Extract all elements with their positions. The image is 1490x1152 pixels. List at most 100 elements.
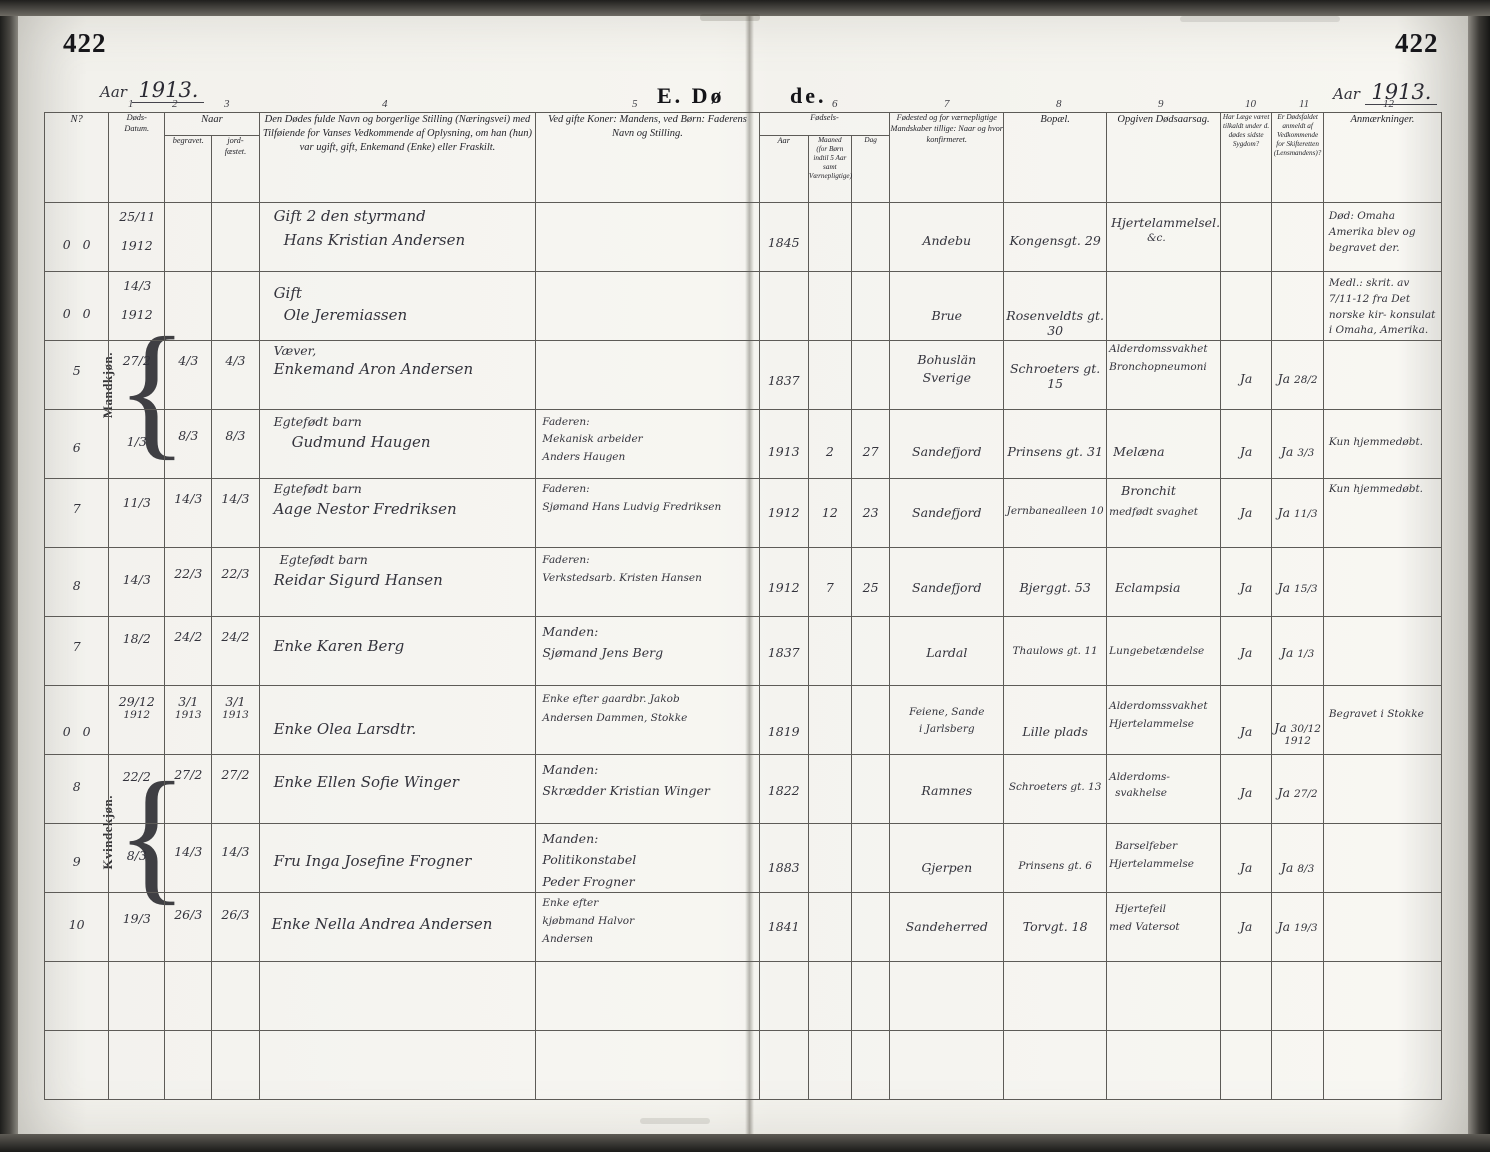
cell-reported: Ja 19/3: [1271, 892, 1324, 962]
cell-reported: Ja 11/3: [1271, 478, 1324, 548]
cell-residence: Rosenveldts gt. 30: [1003, 271, 1108, 341]
cell-birthplace: Sandeherred: [889, 892, 1005, 962]
cell-death-date: 25/11 1912: [108, 202, 166, 272]
table-row[interactable]: 0 0 25/11 1912 Gift 2 den styrmand Hans …: [43, 202, 1443, 272]
table-row[interactable]: 9 8/3 14/3 14/3 Fru Inga Josefine Frogne…: [43, 823, 1443, 893]
cell-consecrated: 4/3: [211, 340, 260, 410]
cell-spouse-father: [535, 340, 760, 410]
column-number-9: 9: [1158, 98, 1164, 110]
cell-buried: 14/3: [164, 823, 213, 893]
cell-buried: [164, 202, 213, 272]
cell-birth-month: [807, 616, 852, 686]
cell-residence: Torvgt. 18: [1003, 892, 1108, 962]
column-number-2: 2: [172, 98, 178, 110]
cell-consecrated: 26/3: [211, 892, 260, 962]
column-number-6: 6: [832, 98, 838, 110]
table-row[interactable]: 5 27/2 4/3 4/3 Væver, Enkemand Aron Ande…: [43, 340, 1443, 410]
cell-reported: [1271, 271, 1324, 341]
cell-birth-day: [850, 1030, 891, 1100]
cell-doctor: Ja: [1219, 547, 1273, 617]
column-number-1: 1: [128, 98, 134, 110]
cell-name: Enke Karen Berg: [258, 616, 537, 686]
cell-birthplace: Andebu: [889, 202, 1005, 272]
table-row[interactable]: 0 0 14/3 1912 Gift Ole Jeremiassen Brue …: [43, 271, 1443, 341]
cell-birth-year: 1913: [758, 409, 809, 479]
cell-residence: Kongensgt. 29: [1003, 202, 1108, 272]
cell-reported: [1271, 1030, 1324, 1100]
header-buried: begravet.: [164, 135, 213, 203]
cell-no: 0 0: [43, 271, 110, 341]
cell-birth-year: 1819: [758, 685, 809, 755]
cell-birthplace: Bohuslän Sverige: [889, 340, 1005, 410]
cell-cause: Eclampsia: [1106, 547, 1221, 617]
cell-doctor: [1219, 202, 1273, 272]
cell-buried: 27/2: [164, 754, 213, 824]
cell-birthplace: Sandefjord: [889, 409, 1005, 479]
cell-name: Gift Ole Jeremiassen: [258, 271, 537, 341]
cell-birth-month: [807, 1030, 852, 1100]
cell-no: 5: [43, 340, 110, 410]
cell-cause: Bronchit medfødt svaghet: [1106, 478, 1221, 548]
cell-death-date: 11/3: [108, 478, 166, 548]
cell-buried: [164, 1030, 213, 1100]
cell-birth-day: [850, 202, 891, 272]
scan-artifact: [640, 1118, 710, 1124]
cell-consecrated: 22/3: [211, 547, 260, 617]
column-number-10: 10: [1245, 98, 1256, 110]
cell-no: [43, 1030, 110, 1100]
table-row-blank[interactable]: [43, 961, 1443, 1031]
table-row[interactable]: 0 0 29/12 1912 3/1 1913 3/1 1913 Enke Ol…: [43, 685, 1443, 755]
cell-residence: Lille plads: [1003, 685, 1108, 755]
table-row[interactable]: 10 19/3 26/3 26/3 Enke Nella Andrea Ande…: [43, 892, 1443, 962]
year-value-right: 1913.: [1365, 80, 1438, 105]
cell-remarks: Medl.: skrit. av 7/11-12 fra Det norske …: [1322, 271, 1443, 341]
register-title-left: E. Dø: [657, 83, 725, 108]
cell-name: Enke Ellen Sofie Winger: [258, 754, 537, 824]
cell-death-date: 14/3 1912: [108, 271, 166, 341]
cell-reported: Ja 3/3: [1271, 409, 1324, 479]
cell-no: 8: [43, 547, 110, 617]
cell-spouse-father: [535, 961, 760, 1031]
cell-birth-day: [850, 685, 891, 755]
cell-birth-month: 12: [807, 478, 852, 548]
cell-consecrated: [211, 1030, 260, 1100]
cell-remarks: [1322, 754, 1443, 824]
scan-edge-right: [1468, 0, 1490, 1152]
table-row[interactable]: 8 14/3 22/3 22/3 Egtefødt barn Reidar Si…: [43, 547, 1443, 617]
cell-reported: [1271, 961, 1324, 1031]
table-row[interactable]: 7 18/2 24/2 24/2 Enke Karen Berg Manden:…: [43, 616, 1443, 686]
table-subheader-row: begravet. jord- fæstet. Aar Maaned (for B…: [45, 135, 1442, 203]
cell-birth-year: [758, 1030, 809, 1100]
cell-birth-year: 1837: [758, 616, 809, 686]
death-register-table: N? Døds- Datum. Naar Den Dødes fulde Nav…: [43, 112, 1443, 1100]
table-row[interactable]: 8 22/2 27/2 27/2 Enke Ellen Sofie Winger…: [43, 754, 1443, 824]
cell-birthplace: Gjerpen: [889, 823, 1005, 893]
table-row[interactable]: 7 11/3 14/3 14/3 Egtefødt barn Aage Nest…: [43, 478, 1443, 548]
cell-spouse-father: [535, 271, 760, 341]
header-birth-year: Aar: [758, 135, 809, 203]
cell-doctor: [1219, 961, 1273, 1031]
column-number-11: 11: [1299, 98, 1310, 110]
cell-remarks: [1322, 616, 1443, 686]
cell-remarks: [1322, 823, 1443, 893]
cell-no: 7: [43, 478, 110, 548]
table-row-blank[interactable]: [43, 1030, 1443, 1100]
cell-name: [258, 961, 537, 1031]
header-naar: Naar: [164, 112, 260, 136]
cell-residence: [1003, 1030, 1108, 1100]
cell-no: 7: [43, 616, 110, 686]
cell-cause: Lungebetændelse: [1106, 616, 1221, 686]
scan-edge-bottom: [0, 1134, 1490, 1152]
cell-consecrated: 27/2: [211, 754, 260, 824]
cell-name: Egtefødt barn Aage Nestor Fredriksen: [258, 478, 537, 548]
cell-buried: 3/1 1913: [164, 685, 213, 755]
cell-doctor: Ja: [1219, 616, 1273, 686]
cell-consecrated: [211, 202, 260, 272]
table-row[interactable]: 6 1/3 8/3 8/3 Egtefødt barn Gudmund Haug…: [43, 409, 1443, 479]
cell-doctor: Ja: [1219, 340, 1273, 410]
cell-no: [43, 961, 110, 1031]
cell-spouse-father: Manden: Skrædder Kristian Winger: [535, 754, 760, 824]
cell-cause: Hjertefeil med Vatersot: [1106, 892, 1221, 962]
cell-death-date: 14/3: [108, 547, 166, 617]
